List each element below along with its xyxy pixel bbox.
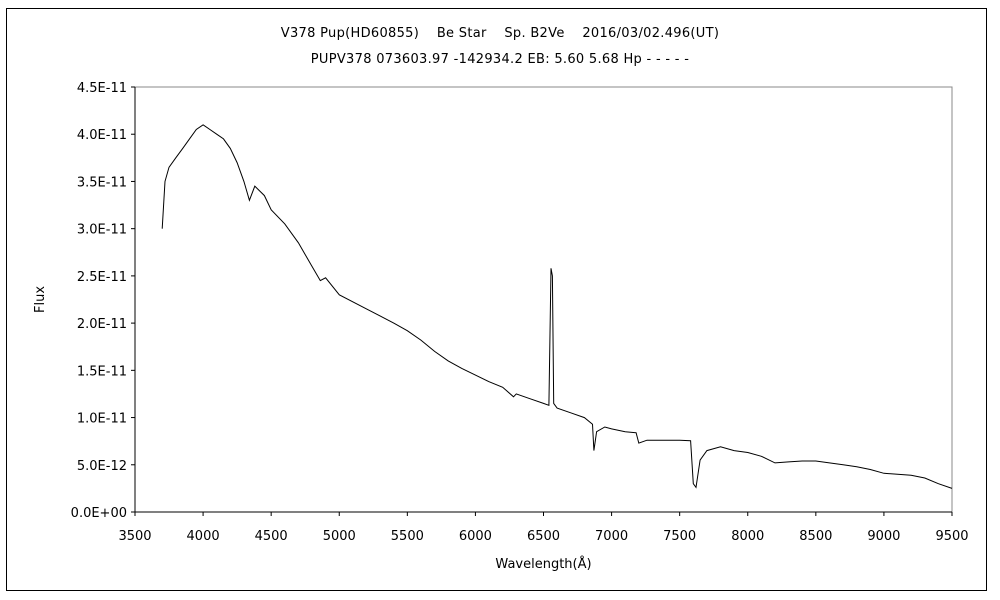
x-tick-label: 7500 bbox=[663, 529, 696, 544]
y-tick-label: 5.0E-12 bbox=[77, 459, 127, 474]
y-tick-label: 2.0E-11 bbox=[77, 317, 127, 332]
plot-area bbox=[134, 86, 953, 513]
x-axis-title: Wavelength(Å) bbox=[495, 556, 591, 572]
y-tick-label: 4.0E-11 bbox=[77, 128, 127, 143]
y-axis-title: Flux bbox=[33, 286, 48, 313]
y-tick-label: 1.5E-11 bbox=[77, 364, 127, 379]
x-tick-label: 5000 bbox=[323, 529, 356, 544]
y-tick-label: 3.0E-11 bbox=[77, 223, 127, 238]
y-tick-label: 2.5E-11 bbox=[77, 270, 127, 285]
x-tick-label: 3500 bbox=[118, 529, 151, 544]
x-tick-label: 8500 bbox=[799, 529, 832, 544]
y-tick-label: 4.5E-11 bbox=[77, 81, 127, 96]
x-tick-label: 8000 bbox=[731, 529, 764, 544]
x-tick-label: 9500 bbox=[935, 529, 968, 544]
x-axis: 3500 4000 4500 5000 5500 6000 6500 7000 7500 8000… bbox=[118, 511, 969, 544]
y-tick-label: 3.5E-11 bbox=[77, 175, 127, 190]
y-tick-label: 1.0E-11 bbox=[77, 412, 127, 427]
y-tick-label: 0.0E+00 bbox=[71, 506, 127, 521]
x-tick-label: 6500 bbox=[527, 529, 560, 544]
x-tick-label: 4000 bbox=[187, 529, 220, 544]
x-tick-label: 7000 bbox=[595, 529, 628, 544]
x-tick-label: 9000 bbox=[867, 529, 900, 544]
x-tick-label: 4500 bbox=[255, 529, 288, 544]
chart-subtitle: PUPV378 073603.97 -142934.2 EB: 5.60 5.6… bbox=[310, 52, 690, 67]
chart-frame bbox=[6, 8, 987, 591]
y-axis: 0.0E+00 5.0E-12 1.0E-11 1.5E-11 2.0E-11 2.5E-… bbox=[71, 81, 136, 521]
x-tick-label: 6000 bbox=[459, 529, 492, 544]
x-tick-label: 5500 bbox=[391, 529, 424, 544]
spectrum-line bbox=[161, 124, 953, 489]
chart-title: V378 Pup(HD60855) Be Star Sp. B2Ve 2016/… bbox=[280, 26, 720, 41]
